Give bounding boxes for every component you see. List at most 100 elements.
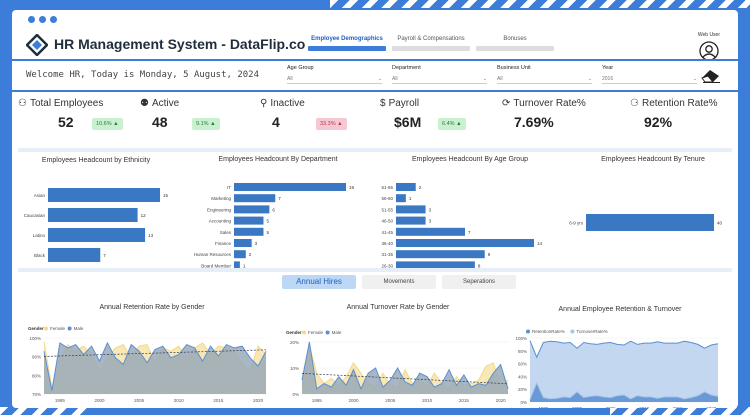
logo-icon [26,34,48,56]
series-area-male [44,342,266,394]
bar [234,194,276,203]
money-bag-icon: $ [380,98,386,109]
bar-value-label: 13 [148,233,154,238]
x-tick-label: 2020 [496,398,507,403]
chevron-down-icon: ⌄ [377,76,382,82]
tab-movements[interactable]: Movements [362,275,436,289]
bar-category-label: Finance [215,241,232,246]
sub-tabs: Annual Hires Movements Seperations [282,275,516,289]
bar [396,227,465,236]
kpi-value: 4 [272,114,280,130]
y-tick-label: 80% [518,349,527,354]
bar-value-label: 12 [141,213,147,218]
filter-divider [12,90,738,92]
filter-value: All [392,76,398,82]
filter-department[interactable]: Department All ⌄ [392,65,487,84]
legend-label: Male [74,326,84,331]
kpi-inactive: ⚲ Inactive 4 [260,98,305,130]
tab-payroll[interactable]: Payroll & Compensations [392,36,470,51]
bar [396,194,406,203]
y-tick-label: 80% [32,373,41,378]
bar-value-label: 7 [468,230,471,235]
kpi-label: Inactive [270,98,305,109]
legend-label: RetentionRate% [532,329,565,334]
welcome-text: Welcome HR, Today is Monday, 5 August, 2… [26,70,259,80]
chart-title-tenure: Employees Headcount By Tenure [601,156,705,163]
tab-bonuses[interactable]: Bonuses [476,36,554,51]
bar-category-label: Black [34,253,46,258]
x-tick-label: 2010 [639,406,650,408]
series-line [529,340,719,359]
filter-year[interactable]: Year 2016 ⌄ [602,65,697,84]
bar-category-label: Accounting [209,219,232,224]
kpi-retention: ⚆ Retention Rate% 92% [630,98,718,130]
bar-value-label: 14 [537,241,543,246]
x-tick-label: 2015 [213,398,224,403]
filter-business-unit[interactable]: Business Unit All ⌄ [497,65,592,84]
tab-annual-hires[interactable]: Annual Hires [282,275,356,289]
bar-value-label: 15 [163,193,169,198]
bar-category-label: 56-60 [381,196,393,201]
tab-label: Bonuses [503,36,527,42]
chart-title-retention-turnover: Annual Employee Retention & Turnover [558,306,682,313]
dashboard-card: HR Management System - DataFlip.co Emplo… [12,10,738,408]
bar-category-label: IT [227,185,231,190]
chart-title-turnover-gender: Annual Turnover Rate by Gender [346,304,450,311]
y-tick-label: 0% [520,400,527,405]
bar-category-label: Marketing [211,196,231,201]
bar [234,239,252,247]
app-title: HR Management System - DataFlip.co [54,36,306,52]
bar-category-label: Board Member [201,263,231,268]
filter-age-group[interactable]: Age Group All ⌄ [287,65,382,84]
main-tabs: Employee Demographics Payroll & Compensa… [308,36,554,51]
legend-title: Gender [286,330,302,335]
bar-value-label: 3 [255,241,258,246]
x-tick-label: 2015 [673,406,684,408]
legend-label: Female [308,330,324,335]
filter-value: 2016 [602,76,614,82]
bar-value-label: 40 [717,221,723,226]
y-tick-label: 60% [518,362,527,367]
kpi-value: 7.69% [514,114,554,130]
bar-value-label: 7 [103,253,106,258]
bar [48,248,101,262]
kpi-payroll: $ Payroll $6M [380,98,421,130]
kpi-label: Turnover Rate% [513,98,586,109]
bar-value-label: 8 [478,263,481,268]
filter-value: All [497,76,503,82]
bar-value-label: 3 [429,219,432,224]
bar [396,216,426,225]
bar-value-label: 2 [249,252,252,257]
chevron-down-icon: ⌄ [587,76,592,82]
bar [234,183,346,191]
kpi-value: 52 [58,114,74,130]
kpi-label: Total Employees [29,98,104,109]
tab-seperations[interactable]: Seperations [442,275,516,289]
bar-value-label: 9 [488,252,491,257]
kpi-active: ⚉ Active 48 [140,98,179,130]
legend-marker [526,329,530,334]
bar-category-label: 46-50 [381,219,393,224]
x-tick-label: 2005 [606,406,617,408]
filter-label: Department [392,65,421,71]
bar-category-label: 41-45 [381,230,393,235]
bar [234,205,270,214]
bar-category-label: 61-65 [381,185,393,190]
x-tick-label: 2020 [253,398,264,403]
chevron-down-icon: ⌄ [692,76,697,82]
clear-filters-eraser-icon[interactable] [700,67,722,83]
x-tick-label: 2005 [134,398,145,403]
bar-category-label: 6-9 yrs [569,221,584,226]
user-label: Web User [697,32,720,38]
legend-marker [325,330,330,335]
bar-value-label: 5 [266,230,269,235]
chart-title-retention-gender: Annual Retention Rate by Gender [99,304,205,311]
bar-category-label: Latino [33,233,46,238]
bar-value-label: 1 [409,196,412,201]
user-menu[interactable]: Web User [698,32,720,61]
x-tick-label: 2020 [706,406,717,408]
y-tick-label: 10% [290,366,299,371]
bar [48,228,146,242]
tab-employee-demographics[interactable]: Employee Demographics [308,36,386,51]
kpi-label: Retention Rate% [641,98,718,109]
